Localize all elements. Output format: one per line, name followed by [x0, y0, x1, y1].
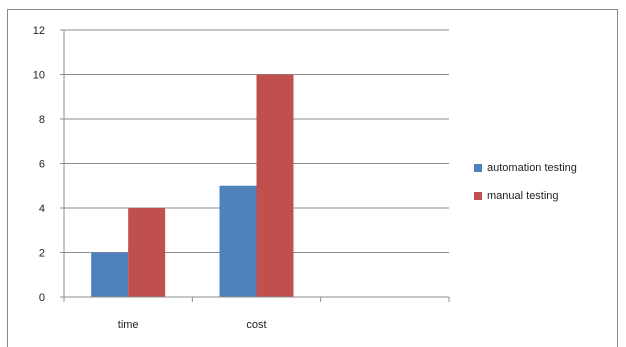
- y-tick-label: 0: [39, 292, 45, 304]
- bar-manual-testing-cost: [256, 74, 294, 297]
- y-tick-label: 6: [39, 159, 45, 171]
- legend-item: manual testing: [474, 186, 577, 206]
- bar-automation-testing-cost: [219, 185, 257, 297]
- frame-border-top: [7, 9, 618, 10]
- y-tick-label: 10: [33, 70, 45, 82]
- legend-swatch: [474, 192, 482, 200]
- legend: automation testing manual testing: [474, 158, 577, 214]
- bar-automation-testing-time: [91, 252, 129, 297]
- frame-border-left: [7, 9, 8, 347]
- bar-manual-testing-time: [128, 208, 166, 297]
- x-tick-label: time: [118, 319, 139, 331]
- y-tick-label: 12: [33, 25, 45, 37]
- axes: [60, 29, 450, 302]
- y-tick-label: 8: [39, 114, 45, 126]
- legend-swatch: [474, 164, 482, 172]
- legend-item: automation testing: [474, 158, 577, 178]
- legend-label: automation testing: [487, 162, 577, 174]
- frame-border-right: [617, 9, 618, 347]
- legend-label: manual testing: [487, 190, 559, 202]
- bars: [91, 74, 294, 297]
- tick-labels: 0 2 4 6 8 10 12 time cost: [33, 25, 267, 331]
- y-tick-label: 4: [39, 203, 45, 215]
- x-tick-label: cost: [246, 319, 266, 331]
- y-tick-label: 2: [39, 248, 45, 260]
